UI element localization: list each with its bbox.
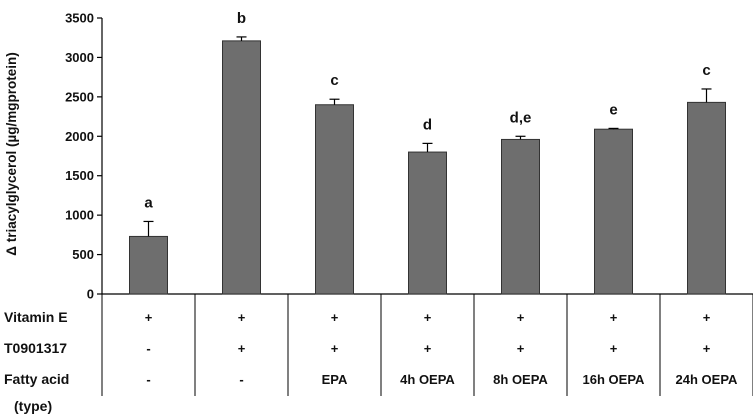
y-tick-label: 1500 (65, 168, 94, 183)
significance-letter: d (423, 116, 432, 133)
row-label: Vitamin E (4, 309, 68, 325)
significance-letter: a (144, 194, 153, 211)
table-cell: + (238, 341, 246, 356)
table-cell: + (238, 310, 246, 325)
table-cell: + (610, 341, 618, 356)
bar (408, 151, 447, 295)
table-cell: + (703, 341, 711, 356)
table-cell: - (239, 372, 243, 387)
bar (222, 40, 261, 295)
table-cell: + (703, 310, 711, 325)
table-cell: + (331, 310, 339, 325)
bar (594, 128, 633, 295)
y-tick-label: 3500 (65, 11, 94, 26)
table-cell: EPA (322, 372, 348, 387)
plot-area: 0 500 1000 1500 2000 2500 3000 3500 a b c d d,e e c (65, 10, 753, 302)
y-tick-label: 2000 (65, 129, 94, 144)
table-cell: 8h OEPA (493, 372, 548, 387)
table-cell: - (146, 341, 150, 356)
row-label-note: (type) (14, 398, 52, 414)
y-axis-label: Δ triacylglycerol (µg/mgprotein) (4, 52, 19, 256)
y-tick-label: 2500 (65, 89, 94, 104)
table-cell: + (331, 341, 339, 356)
row-label: T0901317 (4, 340, 67, 356)
significance-letter: c (330, 72, 338, 89)
table-cell: - (146, 372, 150, 387)
significance-letter: d,e (510, 109, 532, 126)
table-cell: 24h OEPA (676, 372, 739, 387)
bar (501, 138, 540, 295)
y-tick-label: 3000 (65, 50, 94, 65)
y-tick-label: 1000 (65, 208, 94, 223)
table-cell: + (517, 310, 525, 325)
table-cell: 4h OEPA (400, 372, 455, 387)
bar (129, 235, 168, 295)
table-cell: + (145, 310, 153, 325)
treatment-table: Vitamin E + + + + + + + T0901317 - + + + + + + Fatty aci… (4, 294, 753, 414)
y-tick-label: 0 (87, 287, 94, 302)
row-label: Fatty acid (4, 371, 69, 387)
table-cell: 16h OEPA (583, 372, 646, 387)
bar (687, 101, 726, 295)
table-cell: + (424, 310, 432, 325)
table-cell: + (610, 310, 618, 325)
significance-letter: b (237, 10, 246, 27)
table-cell: + (424, 341, 432, 356)
bar (315, 104, 354, 295)
y-tick-label: 500 (72, 247, 94, 262)
significance-letter: c (702, 62, 710, 79)
table-cell: + (517, 341, 525, 356)
significance-letter: e (609, 101, 617, 118)
